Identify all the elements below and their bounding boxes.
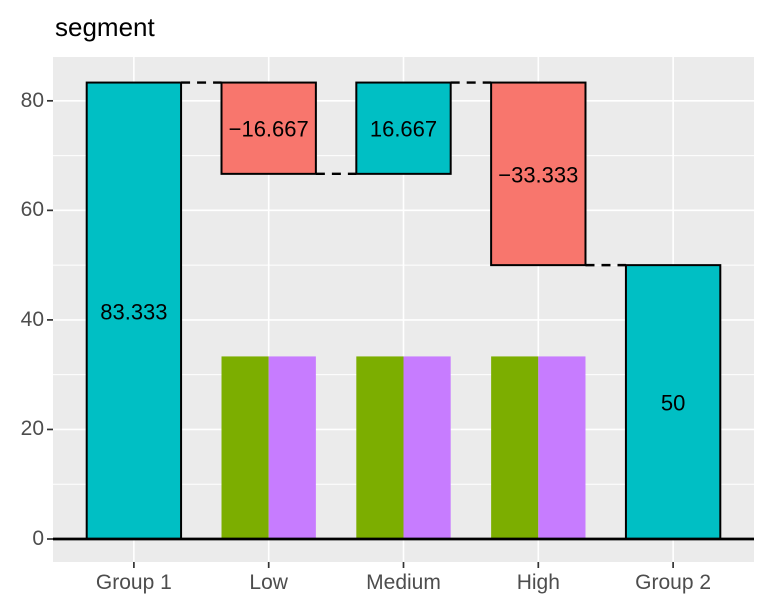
x-axis-tick-label: High bbox=[516, 571, 560, 594]
dodged-bar-green bbox=[491, 356, 539, 539]
waterfall-bar bbox=[220, 81, 317, 175]
bar-label: 16.667 bbox=[370, 117, 437, 142]
waterfall-bar bbox=[85, 81, 183, 540]
dodged-bar-green bbox=[356, 356, 404, 539]
bar-label: 83.333 bbox=[100, 299, 167, 324]
dodged-bar-green bbox=[221, 356, 269, 539]
dodged-bar-purple bbox=[268, 356, 316, 539]
y-axis-tick-label: 0 bbox=[32, 526, 44, 550]
dodged-bar-purple bbox=[403, 356, 451, 539]
waterfall-bar bbox=[624, 264, 722, 540]
y-axis-tick-label: 40 bbox=[20, 307, 44, 331]
y-axis-tick-label: 60 bbox=[20, 198, 44, 222]
dodged-bar-purple bbox=[538, 356, 586, 539]
bar-label: −16.667 bbox=[229, 117, 309, 142]
waterfall-bar bbox=[490, 81, 587, 267]
chart-title: segment bbox=[55, 12, 155, 42]
x-axis-tick-label: Group 2 bbox=[635, 571, 712, 594]
y-axis-tick-label: 80 bbox=[20, 88, 44, 112]
x-axis-tick-label: Low bbox=[249, 571, 288, 594]
y-axis-tick-label: 20 bbox=[20, 417, 44, 441]
x-axis-tick-label: Group 1 bbox=[95, 571, 172, 594]
bar-label: 50 bbox=[661, 391, 685, 416]
bar-label: −33.333 bbox=[498, 162, 578, 187]
waterfall-bar bbox=[355, 81, 452, 175]
x-axis-tick-label: Medium bbox=[366, 571, 441, 594]
